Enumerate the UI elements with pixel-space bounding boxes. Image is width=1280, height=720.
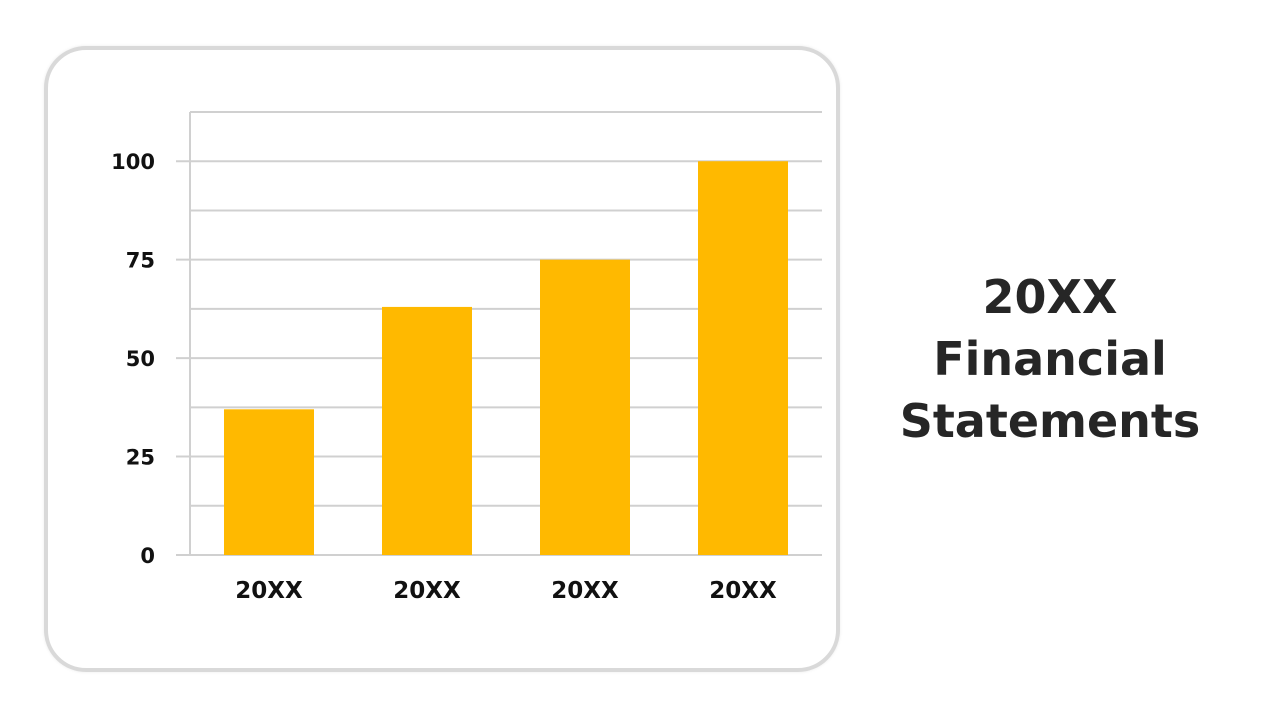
- y-tick-label: 0: [140, 544, 155, 568]
- x-tick-label: 20XX: [235, 578, 303, 604]
- bar-1: [224, 409, 314, 555]
- x-tick-labels: 20XX 20XX 20XX 20XX: [235, 578, 777, 604]
- bars: [224, 161, 788, 555]
- x-tick-label: 20XX: [709, 578, 777, 604]
- y-tick-label: 100: [111, 150, 155, 174]
- y-tick-label: 50: [126, 347, 155, 371]
- bar-4: [698, 161, 788, 555]
- x-tick-label: 20XX: [551, 578, 619, 604]
- title-line-3: Statements: [899, 394, 1201, 448]
- y-tick-label: 75: [126, 249, 155, 273]
- y-tick-label: 25: [126, 446, 155, 470]
- y-tick-labels: 0 25 50 75 100: [111, 150, 155, 568]
- title-line-1: 20XX: [982, 270, 1118, 324]
- bar-2: [382, 306, 472, 555]
- slide-title: 20XX Financial Statements: [860, 266, 1240, 452]
- title-line-2: Financial: [933, 332, 1167, 386]
- bar-3: [540, 259, 630, 555]
- x-tick-label: 20XX: [393, 578, 461, 604]
